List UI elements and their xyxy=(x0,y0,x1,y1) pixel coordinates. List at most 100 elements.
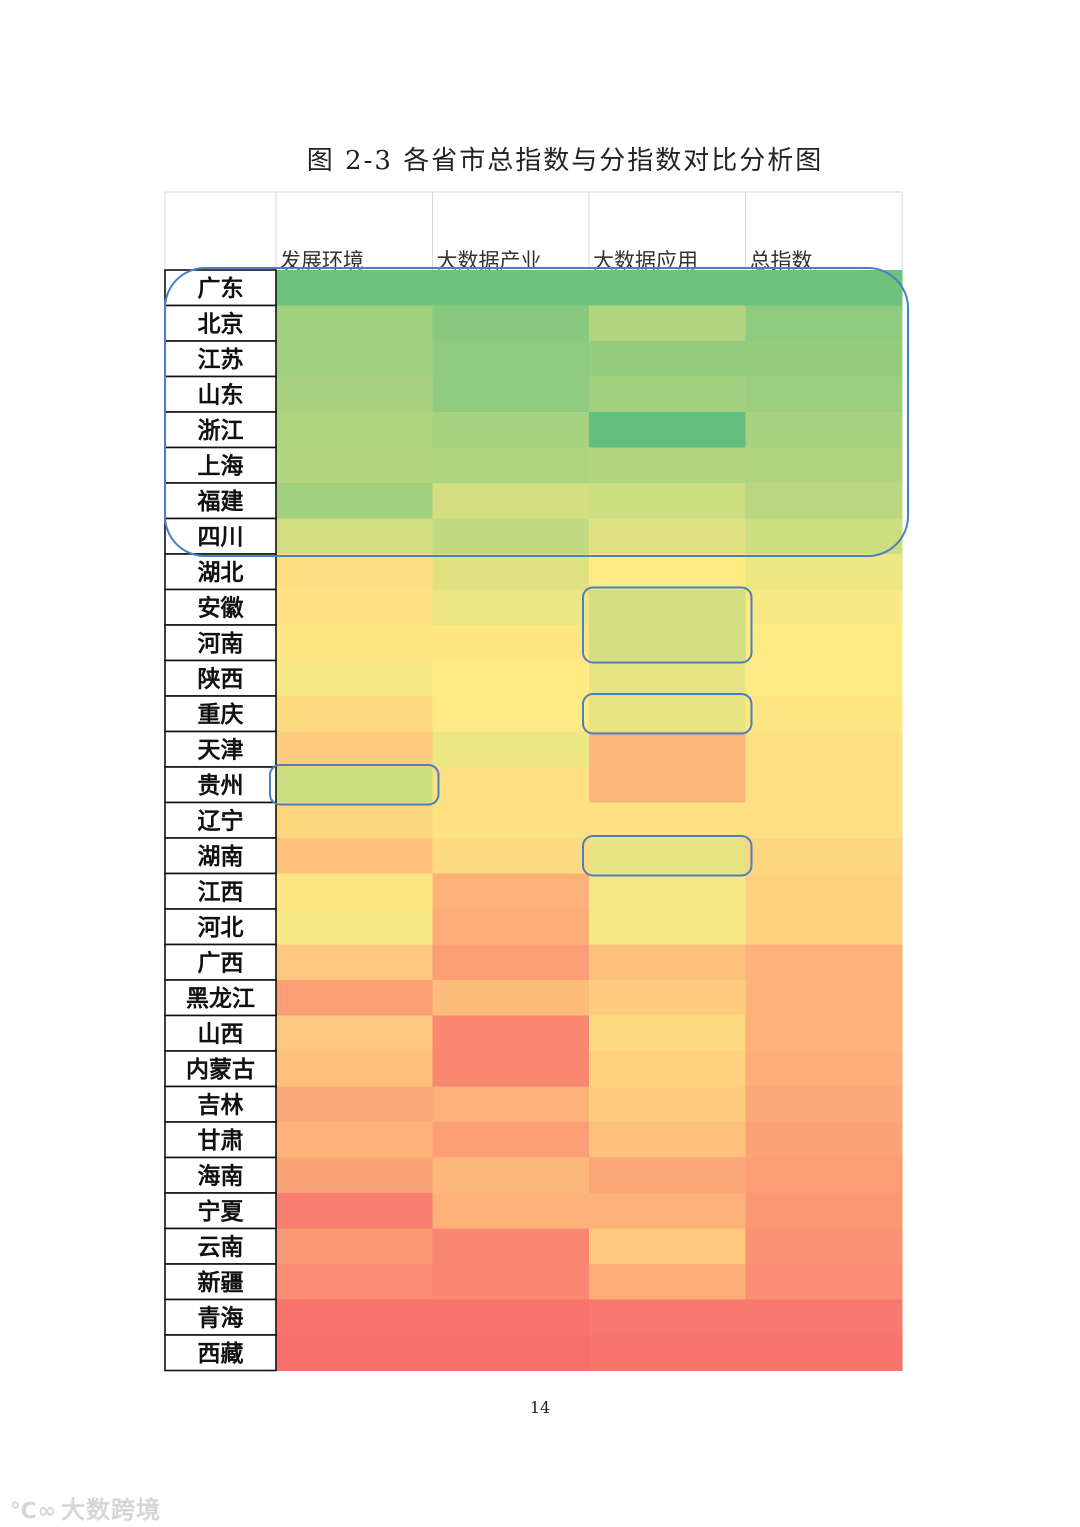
heatmap-cell xyxy=(276,518,433,555)
heatmap-cell xyxy=(745,376,903,413)
row-label-box xyxy=(164,269,277,307)
heatmap-cell xyxy=(745,696,903,732)
heatmap-cell xyxy=(432,660,590,697)
highlight-outline xyxy=(269,764,440,806)
heatmap-cell xyxy=(432,909,590,945)
row-label: 福建 xyxy=(197,489,244,515)
row-label: 黑龙江 xyxy=(186,986,255,1012)
heatmap-cell xyxy=(432,305,590,342)
heatmap-cell xyxy=(745,1015,903,1052)
row-label-box xyxy=(164,1014,277,1052)
heatmap-cell xyxy=(589,376,746,413)
heatmap-cell xyxy=(589,270,746,306)
heatmap-cell xyxy=(276,731,433,768)
heatmap-cell xyxy=(589,944,746,981)
heatmap-cell xyxy=(432,412,590,448)
page-number: 14 xyxy=(529,1398,551,1417)
row-label-box xyxy=(164,553,277,591)
heatmap-cell xyxy=(432,873,590,910)
heatmap-cell xyxy=(745,1157,903,1194)
heatmap-cell xyxy=(276,447,433,484)
heatmap-cell xyxy=(276,483,433,519)
row-label-box xyxy=(164,730,277,768)
row-label: 陕西 xyxy=(198,665,244,692)
heatmap-cell xyxy=(276,944,433,981)
heatmap-cell xyxy=(745,731,903,768)
heatmap-cell xyxy=(589,1193,746,1229)
heatmap-cell xyxy=(276,376,433,413)
heatmap-cell xyxy=(589,802,746,839)
heatmap-cell xyxy=(745,554,903,590)
heatmap-cell xyxy=(432,731,590,768)
heatmap-cell xyxy=(276,873,433,910)
heatmap-cell xyxy=(432,589,590,626)
heatmap-cell xyxy=(276,554,433,590)
row-label: 广西 xyxy=(198,949,244,976)
heatmap-cell xyxy=(276,412,433,448)
heatmap-cell xyxy=(745,412,903,448)
heatmap-cell xyxy=(276,696,433,732)
heatmap-cell xyxy=(432,270,590,306)
heatmap-cell xyxy=(589,1335,746,1371)
row-label-box xyxy=(164,1227,277,1265)
heatmap-cell xyxy=(745,1051,903,1087)
heatmap-cell xyxy=(745,873,903,910)
heatmap-cell xyxy=(589,305,746,342)
heatmap-cell xyxy=(276,1335,433,1371)
row-label-box xyxy=(164,1334,277,1372)
heatmap-cell xyxy=(432,1051,590,1087)
heatmap-cell xyxy=(745,589,903,626)
heatmap-cell xyxy=(432,1015,590,1052)
row-label-box xyxy=(164,482,277,520)
heatmap-cell xyxy=(589,731,746,768)
watermark: ℃∞ 大数跨境 xyxy=(10,1490,161,1525)
heatmap-cell xyxy=(745,1193,903,1229)
heatmap-cell xyxy=(432,1228,590,1265)
heatmap-cell xyxy=(276,625,433,661)
heatmap-cell xyxy=(745,767,903,803)
heatmap-cell xyxy=(432,518,590,555)
heatmap-cell xyxy=(745,341,903,377)
heatmap-cell xyxy=(276,909,433,945)
row-label: 广东 xyxy=(198,275,244,302)
heatmap-cell xyxy=(276,305,433,342)
heatmap-cell xyxy=(589,554,746,590)
chart-title: 图 2-3 各省市总指数与分指数对比分析图 xyxy=(306,146,824,176)
heatmap-cell xyxy=(276,1228,433,1265)
watermark-logo-icon: ℃∞ xyxy=(10,1499,57,1524)
row-label: 宁夏 xyxy=(198,1198,245,1225)
column-header: 发展环境 xyxy=(280,249,364,273)
heatmap-cell xyxy=(432,1299,590,1336)
heatmap-cell xyxy=(276,802,433,839)
row-label: 云南 xyxy=(198,1234,244,1260)
row-label: 青海 xyxy=(198,1304,244,1331)
highlight-outline xyxy=(164,267,909,557)
heatmap-cell xyxy=(745,802,903,839)
heatmap-cell xyxy=(589,838,746,874)
heatmap-cell xyxy=(276,1157,433,1194)
row-label: 浙江 xyxy=(198,418,244,444)
heatmap-cell xyxy=(276,1122,433,1158)
heatmap-cell xyxy=(589,909,746,945)
heatmap-cell xyxy=(276,341,433,377)
heatmap-cell xyxy=(432,980,590,1016)
highlight-outline xyxy=(582,835,753,877)
column-header: 大数据应用 xyxy=(593,249,698,273)
row-label: 甘肃 xyxy=(198,1128,244,1154)
heatmap-cell xyxy=(589,1086,746,1123)
heatmap-cell xyxy=(589,447,746,484)
heatmap-cell xyxy=(589,589,746,626)
row-label: 上海 xyxy=(198,452,244,479)
row-label-box xyxy=(164,872,277,910)
column-header: 大数据产业 xyxy=(437,249,542,273)
row-label: 贵州 xyxy=(198,773,244,799)
row-label: 江西 xyxy=(198,879,244,905)
heatmap-cell xyxy=(276,1051,433,1087)
heatmap-cell xyxy=(276,270,433,306)
row-label: 江苏 xyxy=(198,347,244,373)
row-label-box xyxy=(164,1121,277,1159)
row-label-box xyxy=(164,766,277,804)
heatmap-cell xyxy=(745,518,903,555)
heatmap-cell xyxy=(432,1086,590,1123)
heatmap-cell xyxy=(745,305,903,342)
